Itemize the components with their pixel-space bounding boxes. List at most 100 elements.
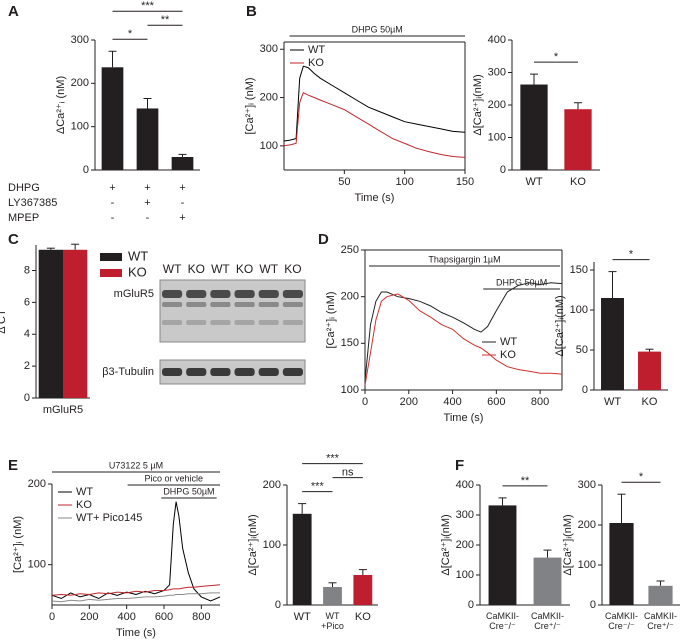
x-tick-label: KO [642,396,658,408]
x-tick-label: 50 [338,176,350,188]
legend-label: KO [76,499,92,511]
condition-name: DHPG [8,182,40,194]
y-tick-label: 6 [24,296,30,308]
lane-label: WT [211,262,230,276]
bar [63,249,88,398]
y-tick-label: 400 [456,479,474,491]
lane-label: WT [259,262,278,276]
y-tick-label: 100 [341,384,359,396]
y-tick-label: 200 [28,478,46,490]
y-axis-label: [Ca²⁺]ᵢ (nM) [325,291,337,348]
blot-band [162,302,183,307]
x-tick-label: 600 [487,396,505,408]
y-axis-label: ΔCa²⁺ᵢ (nM) [55,76,67,134]
blot-band [210,302,231,307]
blot-band [234,368,255,376]
significance-label: ** [521,475,530,487]
y-tick-label: 0 [582,384,588,396]
blot-band [234,290,255,298]
bar [601,298,624,390]
annotation: DHPG 50µM [163,486,214,496]
panel-letter: A [8,3,19,20]
blot-band [186,320,207,325]
blot-band [258,302,279,307]
blot-image [159,359,306,385]
condition-value: - [111,197,115,209]
significance-label: *** [311,481,325,493]
legend-label: WT [308,44,325,56]
x-axis-label: Time (s) [116,627,156,639]
x-tick-label: 600 [155,611,173,623]
legend-label: WT [76,486,93,498]
x-tick-label: KO [570,176,586,188]
y-tick-label: 2 [24,360,30,372]
blot-band [282,302,303,307]
y-axis-label: Δ[Ca²⁺]ᵢ(nM) [440,514,452,575]
bar [38,249,63,398]
blot-band [186,368,207,376]
condition-value: + [179,182,185,194]
y-tick-label: 150 [570,264,588,276]
x-tick-label: mGluR5 [43,404,83,416]
x-tick-label: WT +Pico [321,611,344,631]
y-tick-label: 100 [488,131,506,143]
y-tick-label: 200 [456,539,474,551]
y-tick-label: 50 [576,344,588,356]
y-tick-label: 0 [24,392,30,404]
significance-label: *** [326,453,340,465]
y-tick-label: 300 [456,509,474,521]
bar [488,505,517,605]
bar [101,67,124,170]
line-series [364,282,563,381]
y-tick-label: 300 [578,479,596,491]
panel-letter: F [455,457,464,474]
blot-band [234,320,255,325]
blot-band [210,290,231,298]
y-tick-label: 200 [578,519,596,531]
significance-label: ns [342,467,354,479]
blot-band [210,368,231,376]
y-axis-label: Δ CT [0,309,8,334]
condition-value: + [144,197,150,209]
panel-letter: D [318,231,329,248]
legend-label: KO [308,57,324,69]
annotation: Thapsigargin 1µM [428,254,500,264]
condition-value: - [181,197,185,209]
x-tick-label: 200 [80,611,98,623]
line-series [283,92,466,158]
condition-name: LY367385 [8,197,57,209]
x-tick-label: 800 [531,396,549,408]
blot-band [282,368,303,376]
blot-band [234,302,255,307]
legend-swatch [100,269,122,277]
bar [520,84,548,170]
x-tick-label: KO [355,611,371,623]
condition-value: - [146,212,150,224]
panel-letter: C [8,231,19,248]
line-series [364,293,563,386]
lane-label: KO [236,262,253,276]
band-label: mGluR5 [114,288,154,300]
y-tick-label: 100 [263,539,281,551]
x-tick-label: 150 [456,176,474,188]
y-tick-label: 200 [260,91,278,103]
y-tick-label: 0 [83,164,89,176]
bar [136,108,159,170]
lane-label: KO [284,262,301,276]
bar [533,557,562,605]
blot-band [258,368,279,376]
y-axis-label: [Ca²⁺]ᵢ (nM) [244,77,256,134]
y-tick-label: 200 [341,291,359,303]
legend-label: KO [500,349,516,361]
x-axis-label: Time (s) [444,412,484,424]
blot-band [162,320,183,325]
significance-label: * [128,28,133,40]
y-tick-label: 200 [488,99,506,111]
bar [171,157,194,170]
line-series [51,592,220,603]
x-tick-label: 0 [49,611,55,623]
y-tick-label: 0 [500,164,506,176]
y-axis-label: Δ[Ca²⁺]ᵢ(nM) [554,295,566,356]
blot-image [159,279,306,343]
line-series [51,501,221,602]
